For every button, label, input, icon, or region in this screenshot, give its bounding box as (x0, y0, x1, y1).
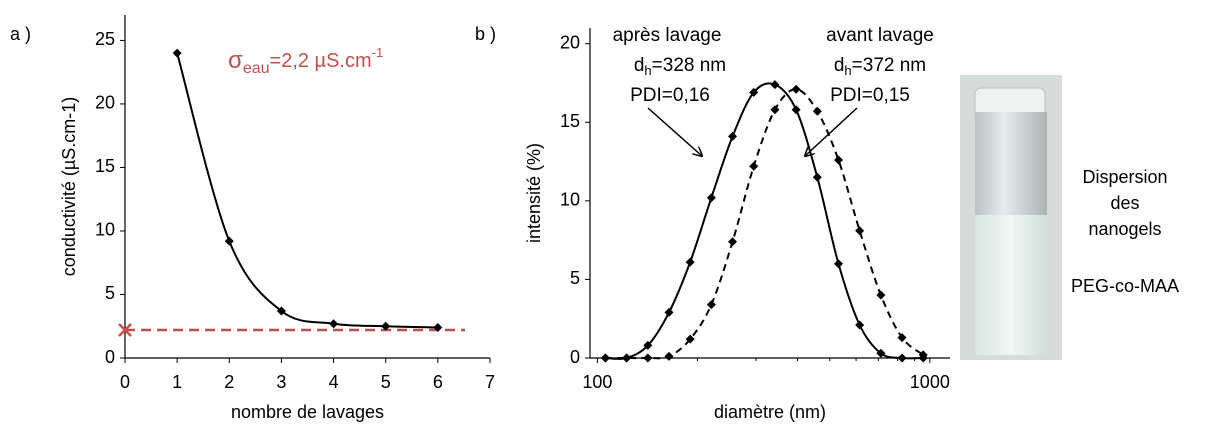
marker (897, 333, 907, 343)
marker (876, 290, 886, 300)
y-tick-label: 5 (570, 268, 580, 288)
y-tick-label: 0 (570, 347, 580, 367)
marker (833, 155, 843, 165)
annotation-size: dh=328 nm (634, 55, 726, 78)
marker (433, 323, 443, 333)
annotation-title: après lavage (613, 25, 722, 46)
reference-label-superscript: -1 (372, 45, 384, 60)
photo-caption: PEG-co-MAA (1071, 276, 1179, 296)
photo-caption: des (1110, 193, 1139, 213)
marker (897, 353, 907, 363)
annotation-d: d (634, 55, 645, 76)
marker (381, 321, 391, 331)
annotation-pdi: PDI=0,16 (630, 85, 710, 106)
annotation-subscript: h (844, 63, 851, 78)
marker (791, 84, 801, 94)
x-tick-label: 1000 (910, 372, 950, 392)
marker (728, 237, 738, 247)
annotation-d: d (834, 55, 845, 76)
marker (685, 334, 695, 344)
y-tick-label: 20 (95, 93, 115, 113)
marker (749, 161, 759, 171)
annotation-size-text: =372 nm (852, 55, 926, 76)
x-tick-label: 5 (381, 372, 391, 392)
marker (224, 236, 234, 246)
marker (918, 350, 928, 360)
reference-label: σeau=2,2 µS.cm-1 (228, 45, 383, 77)
vial-dispersion (975, 215, 1047, 355)
marker (791, 105, 801, 115)
photo-caption: Dispersion (1082, 167, 1167, 187)
x-tick-label: 2 (224, 372, 234, 392)
annotation-size: dh=372 nm (834, 55, 926, 78)
marker (876, 348, 886, 358)
marker (770, 105, 780, 115)
marker (833, 259, 843, 269)
marker (329, 319, 339, 329)
x-tick-label: 1 (172, 372, 182, 392)
marker (664, 307, 674, 317)
y-tick-label: 5 (105, 283, 115, 303)
reference-label-symbol: σ (228, 47, 243, 74)
marker (172, 48, 182, 58)
y-axis-label: conductivité (µS.cm-1) (59, 97, 79, 276)
series-line (605, 82, 924, 360)
photo-caption: nanogels (1088, 219, 1161, 239)
y-tick-label: 15 (560, 111, 580, 131)
marker (643, 353, 653, 363)
marker (728, 131, 738, 141)
marker (706, 193, 716, 203)
y-tick-label: 15 (95, 156, 115, 176)
marker (276, 306, 286, 316)
x-axis-label: nombre de lavages (231, 402, 384, 422)
marker (622, 353, 632, 363)
x-tick-label: 0 (120, 372, 130, 392)
marker (706, 300, 716, 310)
x-tick-label: 7 (485, 372, 495, 392)
arrow (647, 107, 702, 156)
marker (855, 226, 865, 236)
marker (685, 257, 695, 267)
series-line (605, 88, 924, 360)
marker (770, 80, 780, 90)
y-tick-label: 25 (95, 29, 115, 49)
marker (855, 320, 865, 330)
x-axis-label: diamètre (nm) (714, 402, 826, 422)
marker (812, 106, 822, 116)
reference-label-subscript: eau (243, 60, 270, 77)
x-tick-label: 4 (329, 372, 339, 392)
panel-label: a ) (10, 24, 31, 44)
vial-glass (975, 112, 1047, 217)
y-tick-label: 20 (560, 32, 580, 52)
annotation-title: avant lavage (826, 25, 934, 46)
arrow (805, 107, 858, 156)
marker (749, 87, 759, 97)
panel-label: b ) (475, 24, 496, 44)
photo (960, 75, 1062, 360)
annotation-subscript: h (644, 63, 651, 78)
reference-marker (118, 323, 132, 337)
y-tick-label: 10 (95, 220, 115, 240)
annotation-pdi: PDI=0,15 (830, 85, 910, 106)
x-tick-label: 100 (582, 372, 612, 392)
x-tick-label: 3 (276, 372, 286, 392)
annotation-size-text: =328 nm (652, 55, 726, 76)
y-axis-label: intensité (%) (524, 143, 544, 243)
marker (643, 340, 653, 350)
marker (600, 353, 610, 363)
reference-label-text: =2,2 µS.cm (270, 50, 372, 72)
y-tick-label: 10 (560, 190, 580, 210)
x-tick-label: 6 (433, 372, 443, 392)
marker (812, 172, 822, 182)
y-tick-label: 0 (105, 347, 115, 367)
marker (664, 351, 674, 361)
series-line (176, 52, 438, 329)
